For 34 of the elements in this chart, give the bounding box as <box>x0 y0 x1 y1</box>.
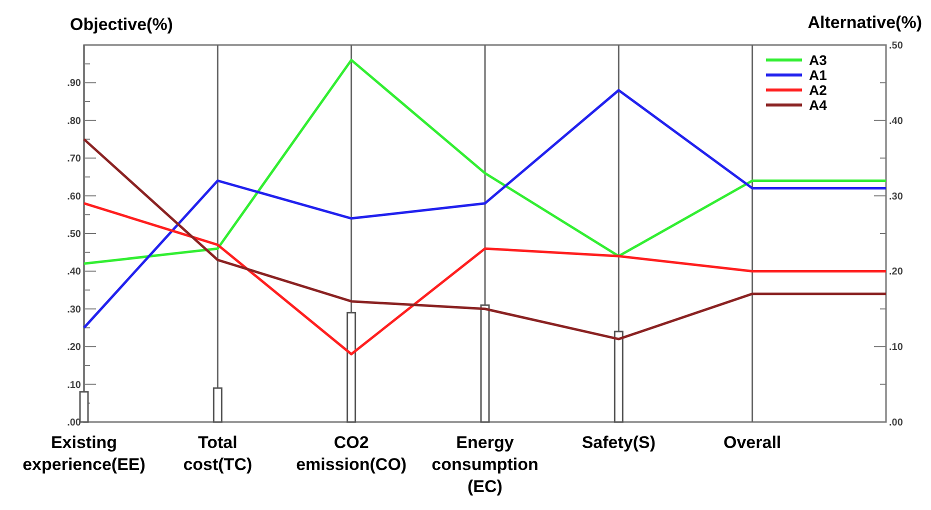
line-series <box>82 138 888 340</box>
line-series <box>82 202 888 356</box>
x-tick-label: Total cost(TC) <box>183 433 252 474</box>
y2-tick-label: .10 <box>889 342 904 354</box>
y-tick-label: .10 <box>67 380 82 391</box>
y-tick-label: .80 <box>67 116 82 127</box>
bar <box>79 391 89 423</box>
y2-axis-title: Alternative(%) <box>808 13 922 32</box>
y-tick-label: .40 <box>67 266 82 278</box>
y-axis-title: Objective(%) <box>70 15 173 34</box>
legend-label: A4 <box>809 96 828 113</box>
bar <box>614 330 624 423</box>
y-tick-label: .30 <box>67 304 82 316</box>
x-tick-label: Overall <box>724 433 782 452</box>
x-tick-label: CO2 emission(CO) <box>296 433 407 474</box>
y2-tick-label: .40 <box>889 116 904 127</box>
x-tick-label: Safety(S) <box>582 433 656 452</box>
y-tick-label: .20 <box>67 342 82 354</box>
y2-tick-label: .20 <box>889 266 904 278</box>
y2-tick-label: .00 <box>889 418 904 428</box>
bar <box>212 387 222 423</box>
y2-tick-label: .50 <box>889 40 904 52</box>
bar <box>480 304 490 423</box>
y-tick-label: .50 <box>67 229 82 240</box>
x-tick-label: Energy consumption (EC) <box>432 433 538 496</box>
legend-label: A3 <box>809 52 828 68</box>
legend-label: A1 <box>809 66 828 83</box>
y-tick-label: .90 <box>67 78 82 90</box>
bar <box>346 312 356 423</box>
x-tick-label: Existing experience(EE) <box>22 433 146 474</box>
y-tick-label: .60 <box>67 191 82 202</box>
y2-tick-label: .30 <box>889 191 904 202</box>
y-tick-label: .70 <box>67 154 82 165</box>
legend-label: A2 <box>809 82 828 98</box>
